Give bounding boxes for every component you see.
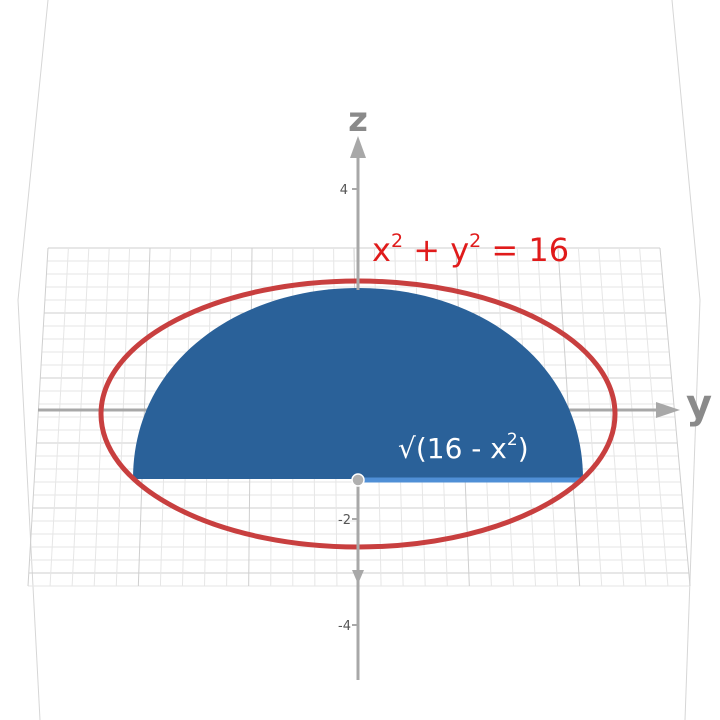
z-tick-marks bbox=[352, 188, 358, 626]
half-disk-region bbox=[133, 288, 583, 479]
grid-line-vertical bbox=[659, 247, 691, 587]
grid-line-vertical bbox=[618, 247, 647, 587]
grid-line-vertical bbox=[115, 247, 131, 587]
circle-eq-sup-1: 2 bbox=[391, 230, 403, 252]
origin-point[interactable] bbox=[351, 473, 365, 487]
region-eq-sup: 2 bbox=[507, 430, 518, 450]
region-equation-label: √(16 - x2) bbox=[398, 430, 529, 465]
z-tick-label-minus-2: -2 bbox=[338, 513, 351, 528]
circle-eq-part-x: x bbox=[372, 231, 391, 269]
region-eq-suffix: ) bbox=[518, 432, 529, 465]
circle-eq-part-rhs: = 16 bbox=[481, 231, 569, 269]
z-axis bbox=[350, 136, 366, 680]
circle-eq-part-y: + y bbox=[403, 231, 469, 269]
grid-line-vertical bbox=[71, 247, 90, 587]
bounding-box bbox=[17, 0, 701, 720]
circle-eq-sup-2: 2 bbox=[469, 230, 481, 252]
grid-line-vertical bbox=[577, 247, 603, 587]
z-tick-label-4: 4 bbox=[340, 183, 348, 198]
z-axis-label: z bbox=[348, 100, 368, 140]
grid-line-vertical bbox=[598, 247, 625, 587]
y-axis-arrowhead bbox=[656, 402, 680, 418]
grid-line-vertical bbox=[49, 247, 69, 587]
grid-line-vertical bbox=[27, 247, 49, 587]
region-eq-prefix: √(16 - x bbox=[398, 432, 507, 465]
z-tick-label-minus-4: -4 bbox=[338, 619, 351, 634]
z-axis-arrowhead bbox=[350, 136, 366, 158]
circle-equation-label: x2 + y2 = 16 bbox=[372, 230, 569, 269]
z-axis-down-marker bbox=[352, 570, 364, 584]
grid-line-vertical bbox=[639, 247, 669, 587]
y-axis-label: y bbox=[686, 382, 712, 428]
